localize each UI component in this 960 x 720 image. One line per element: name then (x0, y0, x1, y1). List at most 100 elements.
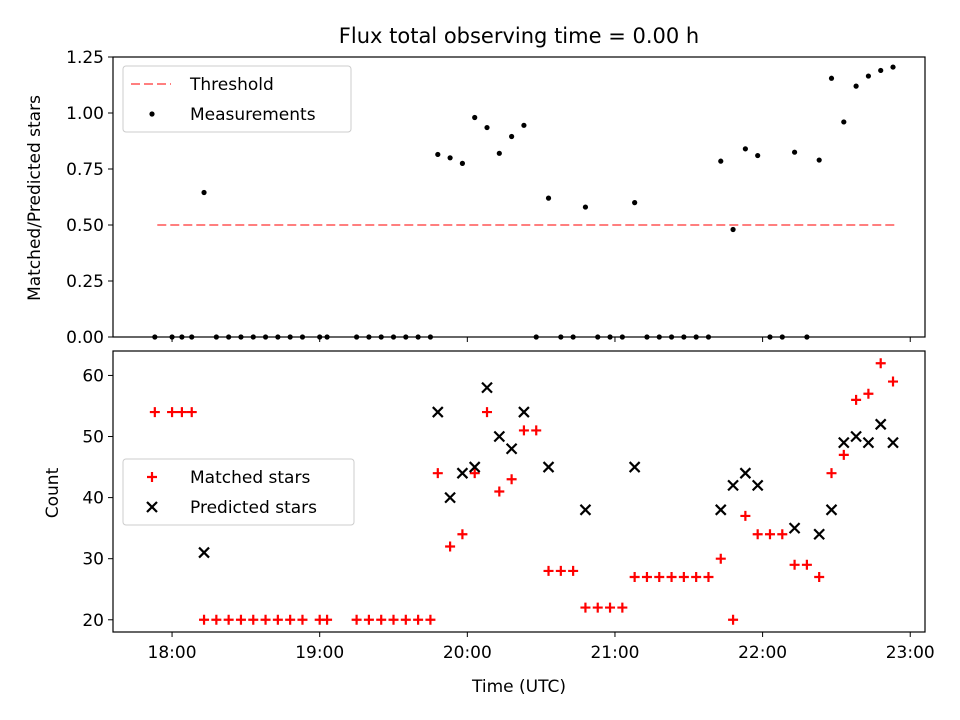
matched-star-marker (666, 572, 677, 583)
x-tick-label: 19:00 (295, 643, 344, 663)
predicted-star-marker (838, 436, 850, 449)
measurement-point (509, 133, 515, 140)
matched-star-marker (531, 425, 542, 436)
legend-label: Threshold (189, 75, 274, 95)
matched-star-marker (199, 614, 210, 625)
matched-star-marker (400, 614, 411, 625)
matched-star-marker (285, 614, 296, 625)
y-tick-label: 20 (82, 611, 104, 631)
predicted-star-marker (727, 479, 739, 492)
predicted-star-marker (850, 430, 862, 443)
measurement-point (755, 152, 761, 159)
matched-star-marker (248, 614, 259, 625)
y-tick-label: 50 (82, 428, 104, 448)
matched-star-marker (691, 572, 702, 583)
matched-star-marker (186, 407, 197, 418)
measurement-point (791, 149, 798, 155)
measurement-point (521, 122, 527, 128)
predicted-star-marker (505, 442, 518, 455)
matched-star-marker (149, 407, 160, 418)
x-tick-label: 22:00 (738, 643, 787, 663)
matched-star-marker (641, 572, 652, 583)
predicted-star-marker (432, 406, 444, 418)
y-tick-label: 0.25 (66, 272, 104, 292)
matched-star-marker (351, 614, 362, 625)
matched-star-marker (826, 468, 837, 479)
matched-star-marker (777, 529, 788, 540)
matched-star-marker (518, 425, 529, 436)
matched-star-marker (752, 529, 763, 540)
matched-star-marker (260, 614, 271, 625)
predicted-star-marker (862, 436, 875, 449)
matched-star-marker (272, 614, 283, 625)
y-tick-label: 0.75 (66, 160, 104, 180)
bottom-y-axis-label: Count (43, 467, 63, 518)
matched-star-marker (592, 602, 603, 613)
x-tick-label: 20:00 (443, 643, 492, 663)
matched-star-marker (363, 614, 374, 625)
matched-star-marker (617, 602, 628, 613)
predicted-star-marker (714, 504, 727, 516)
matched-star-marker (789, 559, 800, 570)
legend-marker-swatch (147, 472, 157, 482)
matched-star-marker (211, 614, 222, 625)
predicted-star-marker (751, 479, 764, 492)
legend: Matched stars Predicted stars (122, 458, 355, 526)
matched-star-marker (715, 553, 726, 564)
matched-star-marker (543, 565, 554, 576)
predicted-star-marker (468, 461, 481, 473)
matched-star-marker (555, 565, 566, 576)
y-tick-label: 0.00 (66, 328, 104, 348)
matched-star-marker (167, 407, 178, 418)
predicted-star-marker (887, 436, 899, 449)
matched-star-marker (801, 559, 812, 570)
measurement-point (730, 226, 736, 233)
measurement-point (496, 150, 502, 156)
measurement-point (545, 195, 552, 201)
y-tick-label: 30 (82, 550, 104, 570)
matched-star-marker (703, 572, 714, 583)
matched-star-marker (235, 614, 246, 625)
top-y-axis-label: Matched/Predicted stars (25, 95, 45, 301)
matched-star-marker (814, 572, 825, 583)
matched-star-marker (425, 614, 436, 625)
matched-star-marker (482, 407, 493, 418)
x-tick-label: 18:00 (148, 643, 197, 663)
matched-star-marker (568, 565, 579, 576)
predicted-star-marker (493, 430, 506, 443)
predicted-star-marker (825, 504, 838, 516)
matched-star-marker (728, 614, 739, 625)
matched-star-marker (223, 614, 234, 625)
matched-star-marker (764, 529, 775, 540)
matched-star-marker (580, 602, 591, 613)
matched-star-marker (629, 572, 640, 583)
y-tick-label: 1.00 (66, 104, 104, 124)
measurement-point (447, 155, 453, 161)
matched-star-marker (388, 614, 399, 625)
measurement-point (459, 160, 466, 166)
matched-star-marker (457, 529, 468, 540)
matched-star-marker (605, 602, 616, 613)
legend-label: Measurements (190, 105, 316, 125)
predicted-star-marker (481, 381, 493, 394)
legend-box (122, 65, 352, 133)
predicted-star-marker (813, 528, 825, 541)
measurement-point (828, 75, 835, 81)
y-tick-label: 1.25 (66, 48, 104, 68)
y-tick-label: 60 (82, 366, 104, 386)
chart-title: Flux total observing time = 0.00 h (339, 24, 699, 48)
measurement-point (865, 73, 872, 79)
matched-star-marker (863, 388, 874, 399)
measurement-point (718, 158, 724, 164)
matched-star-marker (506, 474, 517, 485)
bottom-panel: 20 30 40 50 60 18:00 19:00 20:00 21:00 22:00 23:00… (82, 350, 935, 663)
predicted-star-marker (579, 504, 592, 516)
legend: Threshold Measurements (122, 65, 352, 133)
x-tick-label: 23:00 (886, 643, 935, 663)
predicted-star-marker (739, 467, 752, 479)
axes-frame (112, 56, 926, 338)
matched-star-marker (376, 614, 387, 625)
matched-star-marker (678, 572, 689, 583)
predicted-star-marker (788, 522, 801, 534)
